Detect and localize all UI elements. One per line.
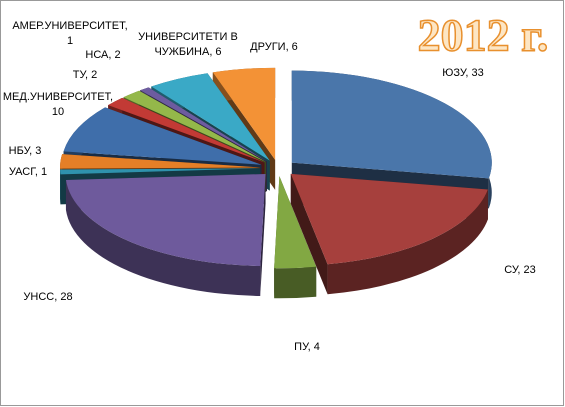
slice-wall	[327, 189, 488, 295]
data-label-line: 10	[52, 106, 64, 118]
slice	[151, 73, 270, 161]
slice	[60, 154, 261, 169]
chart-title: 2012 г.	[418, 10, 549, 61]
data-label: НБУ, 3	[9, 145, 42, 157]
slice-group	[65, 173, 266, 296]
data-label: УАСГ, 1	[9, 166, 47, 178]
data-label: ЮЗУ, 33	[442, 67, 484, 79]
slice	[65, 173, 266, 266]
data-label: СУ, 23	[504, 264, 535, 276]
data-label-line: АМЕР.УНИВЕРСИТЕТ,	[12, 20, 127, 32]
slice	[63, 107, 262, 165]
slice-side	[290, 173, 328, 295]
data-label: УНИВЕРСИТЕТИ В ЧУЖБИНА, 6	[138, 31, 238, 58]
slice	[60, 168, 261, 175]
slice-side	[260, 173, 266, 296]
data-label: УНСС, 28	[23, 291, 72, 303]
slice	[108, 97, 265, 163]
slice	[140, 87, 267, 162]
data-label: ДРУГИ, 6	[250, 41, 298, 53]
data-label: ТУ, 2	[73, 69, 97, 81]
slice	[212, 67, 276, 160]
slice	[123, 90, 266, 162]
data-label-line: УНИВЕРСИТЕТИ В	[138, 31, 238, 43]
data-label-line: 1	[67, 35, 73, 47]
slice	[290, 173, 488, 265]
data-label: ПУ, 4	[294, 341, 320, 353]
data-label-line: ЧУЖБИНА, 6	[154, 46, 221, 58]
slice	[274, 176, 317, 269]
data-label: АМЕР.УНИВЕРСИТЕТ, 1	[12, 20, 127, 47]
slice-group	[274, 176, 317, 299]
slice-wall	[65, 180, 261, 296]
slice-wall	[274, 266, 317, 299]
data-label: МЕД.УНИВЕРСИТЕТ, 10	[3, 91, 113, 118]
data-label: НСА, 2	[85, 49, 120, 61]
slice	[291, 70, 492, 179]
data-label-line: МЕД.УНИВЕРСИТЕТ,	[3, 91, 113, 103]
slice-group	[290, 173, 488, 295]
